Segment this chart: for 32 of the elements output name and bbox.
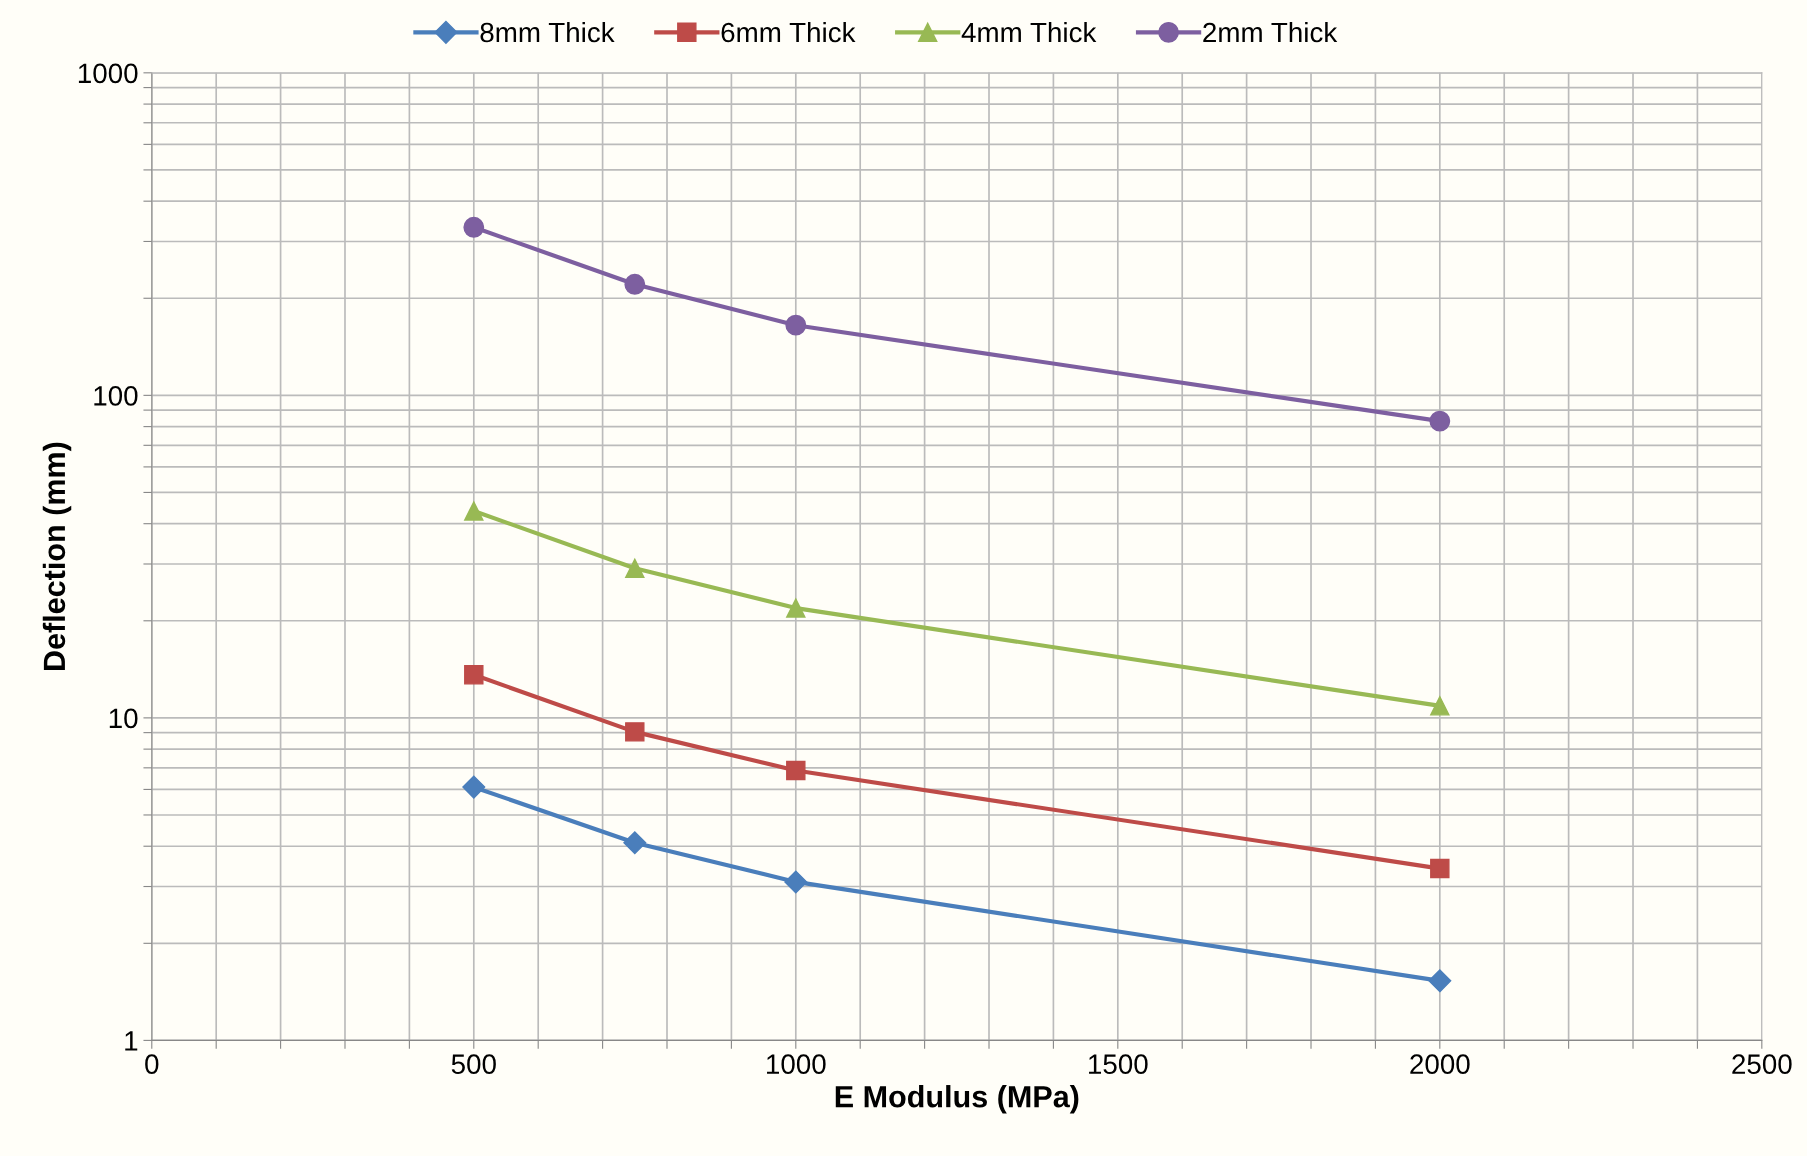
x-tick-label: 0: [145, 1054, 159, 1074]
point: [625, 722, 645, 742]
point: [1428, 969, 1452, 993]
point: [1430, 858, 1450, 879]
point: [623, 831, 647, 855]
point: [462, 775, 486, 799]
point: [463, 216, 485, 238]
x-tick-label: 2000: [1410, 1054, 1470, 1074]
y-tick-label: 1000: [78, 63, 138, 84]
legend-label: 8mm Thick: [480, 21, 615, 43]
y-axis-title: Deflection (mm): [42, 442, 72, 671]
point: [785, 314, 807, 336]
point: [1429, 410, 1451, 432]
legend-label: 6mm Thick: [721, 21, 856, 43]
y-tick-label: 10: [109, 708, 138, 729]
y-tick-label: 100: [94, 386, 138, 406]
x-tick-label: 1500: [1089, 1054, 1148, 1074]
point: [624, 273, 646, 295]
point: [625, 558, 645, 578]
x-tick-label: 500: [451, 1054, 496, 1074]
y-tick-label: 1: [125, 1031, 138, 1051]
point: [784, 870, 808, 894]
x-tick-label: 1000: [767, 1054, 826, 1074]
point: [464, 501, 484, 521]
point: [786, 598, 806, 618]
x-axis-title: E Modulus (MPa): [835, 1085, 1079, 1114]
point: [786, 760, 806, 781]
point: [464, 665, 484, 685]
legend-label: 2mm Thick: [1203, 21, 1338, 43]
point: [1430, 696, 1450, 716]
x-tick-label: 2500: [1732, 1054, 1792, 1074]
legend-label: 4mm Thick: [961, 21, 1097, 43]
